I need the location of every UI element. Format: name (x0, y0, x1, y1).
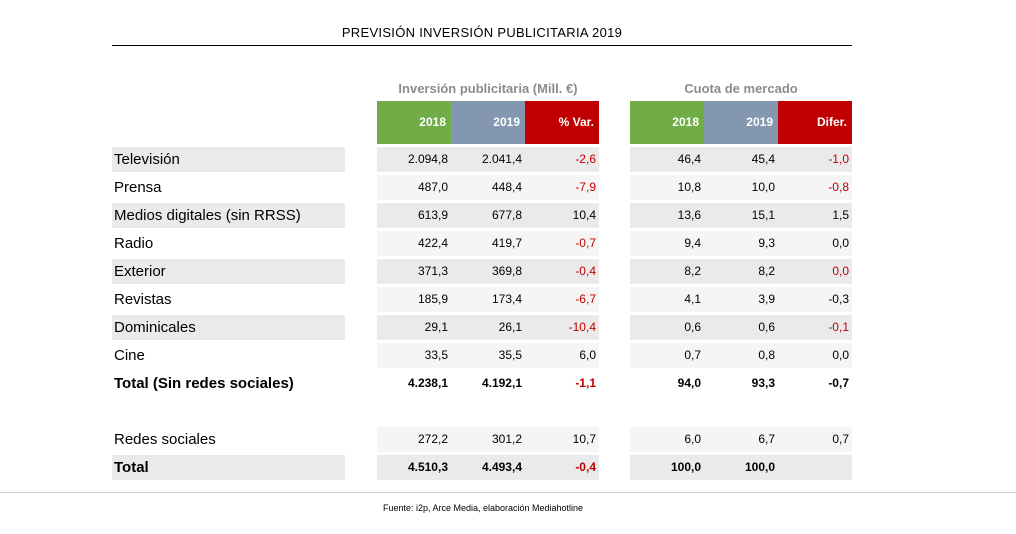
cell-cuota-difer: -0,1 (778, 315, 852, 340)
row-label: Medios digitales (sin RRSS) (112, 203, 345, 228)
row-label: Total (Sin redes sociales) (114, 375, 294, 392)
row-label: Revistas (114, 291, 172, 308)
cell-cuota-difer: 1,5 (778, 203, 852, 228)
cell-inv-2018: 2.094,8 (377, 147, 451, 172)
cell-cuota-difer: 0,7 (778, 427, 852, 452)
cell-inv-2018: 185,9 (377, 287, 451, 312)
row-label: Redes sociales (114, 431, 216, 448)
cell-inv-2019: 448,4 (451, 175, 525, 200)
cell-inv-2019: 173,4 (451, 287, 525, 312)
header-inv-2018: 2018 (377, 101, 451, 144)
cell-inv-2019: 301,2 (451, 427, 525, 452)
header-inv-2019: 2019 (451, 101, 525, 144)
cell-inv-var: -1,1 (575, 376, 596, 390)
cell-cuota-2019: 3,9 (704, 287, 778, 312)
cell-inv-2018: 4.510,3 (377, 455, 451, 480)
cell-inv-2019: 2.041,4 (451, 147, 525, 172)
cell-cuota-difer: -0,8 (778, 175, 852, 200)
cell-cuota-difer: -0,7 (828, 376, 849, 390)
cell-cuota-2018: 13,6 (630, 203, 704, 228)
cell-inv-var: -0,4 (525, 455, 599, 480)
cell-cuota-difer (778, 455, 852, 480)
cell-cuota-2019: 8,2 (704, 259, 778, 284)
cell-cuota-difer: 0,0 (778, 259, 852, 284)
cell-inv-2019: 677,8 (451, 203, 525, 228)
cell-cuota-2018: 46,4 (630, 147, 704, 172)
cell-inv-2018: 371,3 (377, 259, 451, 284)
cell-inv-2019: 4.493,4 (451, 455, 525, 480)
cell-cuota-2019: 0,8 (704, 343, 778, 368)
cell-inv-var: -6,7 (525, 287, 599, 312)
cell-inv-2018: 4.238,1 (407, 376, 448, 390)
cell-cuota-2018: 94,0 (677, 376, 701, 390)
cell-inv-var: -7,9 (525, 175, 599, 200)
cell-cuota-2019: 45,4 (704, 147, 778, 172)
row-label: Exterior (112, 259, 345, 284)
page-title: PREVISIÓN INVERSIÓN PUBLICITARIA 2019 (112, 25, 852, 46)
cell-inv-var: 10,4 (525, 203, 599, 228)
cell-inv-var: -0,7 (525, 231, 599, 256)
cell-inv-2018: 272,2 (377, 427, 451, 452)
footer-divider (0, 492, 1016, 493)
cell-inv-2019: 26,1 (451, 315, 525, 340)
row-label: Radio (114, 235, 154, 252)
cell-cuota-difer: 0,0 (778, 231, 852, 256)
cell-cuota-2018: 0,6 (630, 315, 704, 340)
cell-cuota-2019: 100,0 (704, 455, 778, 480)
cell-inv-2019: 35,5 (451, 343, 525, 368)
row-label: Total (112, 455, 345, 480)
group-header-cuota: Cuota de mercado (684, 81, 798, 96)
cell-cuota-2019: 6,7 (704, 427, 778, 452)
cell-cuota-2018: 8,2 (630, 259, 704, 284)
cell-cuota-difer: -1,0 (778, 147, 852, 172)
header-cuota-2018: 2018 (630, 101, 704, 144)
cell-inv-2018: 33,5 (377, 343, 451, 368)
cell-inv-2018: 422,4 (377, 231, 451, 256)
cell-cuota-2018: 6,0 (630, 427, 704, 452)
cell-cuota-2018: 4,1 (630, 287, 704, 312)
cell-inv-var: -10,4 (525, 315, 599, 340)
source-note: Fuente: i2p, Arce Media, elaboración Med… (382, 503, 584, 513)
cell-cuota-2019: 10,0 (704, 175, 778, 200)
cell-inv-var: 6,0 (525, 343, 599, 368)
cell-inv-2019: 419,7 (451, 231, 525, 256)
cell-cuota-2018: 0,7 (630, 343, 704, 368)
row-label: Cine (114, 347, 145, 364)
cell-inv-2018: 613,9 (377, 203, 451, 228)
header-cuota-2019: 2019 (704, 101, 778, 144)
row-label: Dominicales (112, 315, 345, 340)
cell-inv-2019: 369,8 (451, 259, 525, 284)
cell-inv-var: -0,4 (525, 259, 599, 284)
cell-cuota-difer: 0,0 (778, 343, 852, 368)
header-cuota-difer: Difer. (778, 101, 852, 144)
cell-cuota-2018: 10,8 (630, 175, 704, 200)
cell-cuota-2018: 100,0 (630, 455, 704, 480)
cell-cuota-2019: 15,1 (704, 203, 778, 228)
cell-cuota-2018: 9,4 (630, 231, 704, 256)
row-label: Prensa (114, 179, 162, 196)
group-header-inversion: Inversión publicitaria (Mill. €) (398, 81, 578, 96)
cell-cuota-difer: -0,3 (778, 287, 852, 312)
row-label: Televisión (112, 147, 345, 172)
cell-cuota-2019: 9,3 (704, 231, 778, 256)
header-inv-var: % Var. (525, 101, 599, 144)
cell-inv-2019: 4.192,1 (481, 376, 522, 390)
cell-inv-var: 10,7 (525, 427, 599, 452)
cell-inv-2018: 29,1 (377, 315, 451, 340)
cell-inv-var: -2,6 (525, 147, 599, 172)
cell-cuota-2019: 0,6 (704, 315, 778, 340)
cell-inv-2018: 487,0 (377, 175, 451, 200)
cell-cuota-2019: 93,3 (751, 376, 775, 390)
